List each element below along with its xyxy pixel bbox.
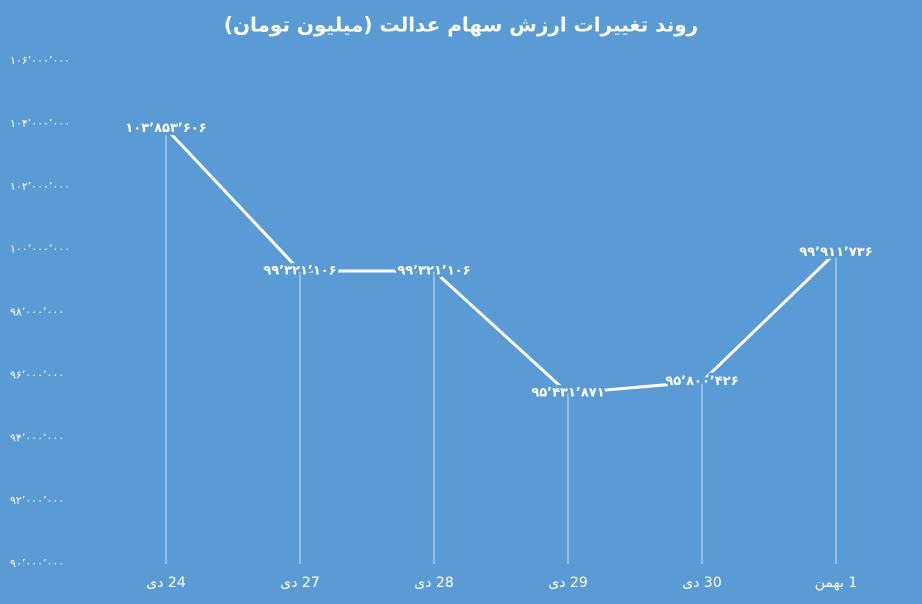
x-tick-label: 28 دی (414, 575, 453, 591)
y-tick-label: ۹۲٬۰۰۰٬۰۰۰ (10, 494, 64, 507)
y-tick-label: ۱۰۰٬۰۰۰٬۰۰۰ (10, 243, 70, 256)
y-tick-label: ۱۰۶٬۰۰۰٬۰۰۰ (10, 54, 70, 67)
x-tick-label: 1 بهمن (815, 575, 857, 591)
value-label: ۹۹٬۳۲۱٬۱۰۶ (263, 263, 336, 278)
value-label: ۹۹٬۹۱۱٬۷۳۶ (799, 245, 872, 260)
x-tick-label: 30 دی (682, 575, 721, 591)
x-tick-label: 24 دی (146, 575, 186, 591)
y-tick-label: ۱۰۴٬۰۰۰٬۰۰۰ (10, 117, 70, 130)
x-tick-label: 29 دی (548, 575, 587, 591)
y-tick-label: ۹۰٬۰۰۰٬۰۰۰ (10, 557, 64, 570)
y-tick-label: ۹۶٬۰۰۰٬۰۰۰ (10, 368, 64, 381)
value-label: ۹۵٬۴۳۱٬۸۷۱ (531, 386, 604, 401)
x-tick-label: 27 دی (280, 575, 319, 591)
data-line (164, 127, 838, 395)
value-label: ۹۵٬۸۰۰٬۴۲۶ (665, 374, 738, 389)
value-label: ۹۹٬۳۲۱٬۱۰۶ (397, 263, 470, 278)
chart-title: روند تغییرات ارزش سهام عدالت (میلیون توم… (224, 13, 698, 37)
y-tick-label: ۹۸٬۰۰۰٬۰۰۰ (10, 306, 64, 319)
y-tick-label: ۱۰۲٬۰۰۰٬۰۰۰ (10, 180, 70, 193)
value-label: ۱۰۳٬۸۵۳٬۶۰۶ (125, 121, 206, 136)
y-tick-label: ۹۴٬۰۰۰٬۰۰۰ (10, 431, 64, 444)
